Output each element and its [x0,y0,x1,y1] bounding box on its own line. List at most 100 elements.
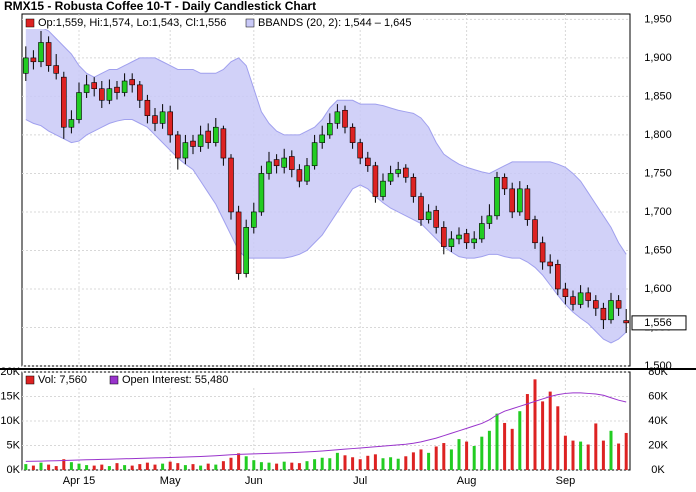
y2-tick-label: 20K [648,439,668,451]
volume-bar [229,457,233,470]
volume-bar [389,457,393,470]
candle-body [615,300,622,309]
legend-label: Vol: 7,560 [38,374,87,386]
candle-body [440,227,447,247]
legend-bg [23,16,423,29]
volume-bar [39,462,43,470]
candle-body [478,223,485,240]
volume-bar [214,464,218,470]
volume-bar [449,449,453,470]
volume-bar [282,461,286,470]
volume-bar [472,445,476,470]
volume-bar [206,463,210,470]
volume-bar [533,379,537,470]
y-tick-label: 1,850 [644,90,672,102]
volume-bar [563,435,567,470]
band-upper [25,22,627,255]
volume-bar [548,391,552,470]
volume-bar [373,454,377,470]
candle-body [410,176,417,197]
candle-body [600,307,607,321]
legend-label: Op:1,559, Hi:1,574, Lo:1,543, Cl:1,556 [38,17,226,29]
legend-label: BBANDS (20, 2): 1,544 – 1,645 [258,17,411,29]
volume-bar [92,465,96,470]
candle-body [106,88,113,101]
volume-bar [199,465,203,470]
last-price-box [631,315,687,331]
volume-bar [404,456,408,470]
candle-body [167,111,173,136]
y-tick-label: 1,900 [644,52,672,64]
candle-body [205,130,211,143]
candle-body [342,109,348,128]
candle-body [251,211,257,228]
volume-bar [244,456,248,470]
candle-body [38,42,44,63]
candle-body [121,80,128,93]
y-tick-label: 1,800 [644,129,672,141]
volume-bar [465,441,469,470]
candle-body [486,215,493,224]
candle-body [281,157,288,168]
volume-bar [69,462,73,470]
volume-bar [221,461,225,470]
y-tick-label: 10K [0,415,20,427]
candle-body [68,119,75,128]
volume-bar [85,465,89,470]
y2-tick-label: 80K [648,366,668,378]
candle-body [182,142,189,159]
candle-body [547,261,554,267]
volume-bar [495,413,499,470]
volume-bar [328,458,332,470]
candle-body [235,211,242,274]
volume-bar [54,466,58,470]
candle-body [501,176,508,190]
volume-bar [115,463,119,470]
volume-bar [480,436,484,470]
candle-body [273,159,280,167]
volume-bar [396,458,400,470]
volume-bar [123,465,127,470]
candle-body [334,111,341,124]
volume-bar [351,457,355,470]
candle-body [494,176,500,217]
candle-body [45,42,52,66]
candle-body [357,142,364,159]
volume-bar [609,430,613,470]
candle-body [60,76,67,128]
candle-body [364,157,371,167]
volume-bar [305,461,309,470]
candle-body [395,169,402,174]
candle-body [304,165,310,182]
volume-bar [24,464,28,470]
volume-bar [130,465,134,470]
y-tick-label: 1,700 [644,206,672,218]
volume-bar [47,464,51,470]
y-tick-label: 1,650 [644,244,672,256]
candle-body [114,86,120,93]
candle-body [554,264,561,290]
volume-bar [442,443,446,470]
legend-swatch [25,375,35,385]
volume-bar [366,455,370,470]
volume-bar [381,458,385,470]
volume-bar [510,428,514,470]
volume-bar [503,422,507,470]
candle-body [22,57,29,74]
x-tick-label: Apr 15 [63,475,95,487]
volume-bar [62,459,66,470]
candle-body [349,126,356,143]
volume-bar [153,464,157,470]
x-tick-label: Jun [245,475,263,487]
volume-bar [624,432,628,470]
volume-bar [100,464,104,470]
volume-bar [556,406,560,470]
y-tick-label: 1,750 [644,167,672,179]
y-tick-label: 5K [7,439,21,451]
candle-body [456,234,462,240]
candle-body [562,288,569,297]
candle-body [532,219,538,244]
volume-bar [335,452,339,470]
candle-body [159,111,166,124]
